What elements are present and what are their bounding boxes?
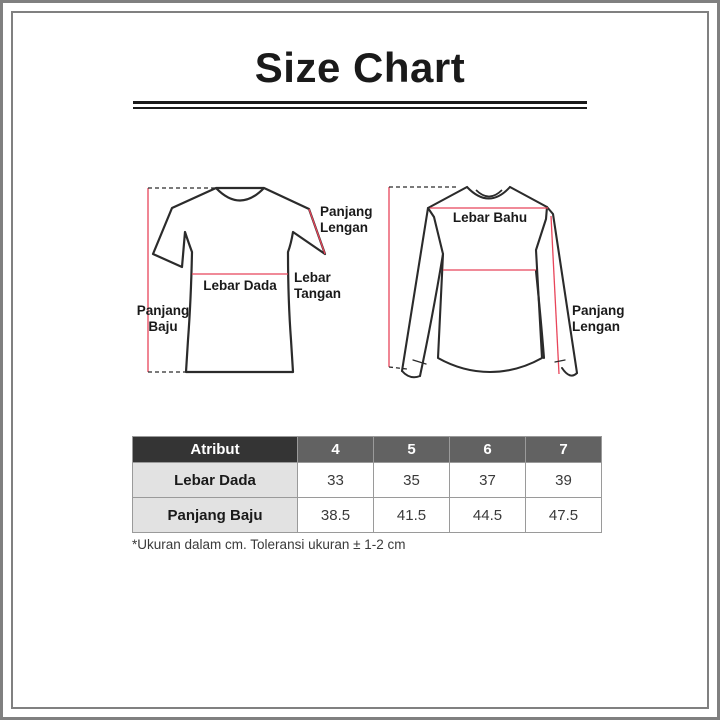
svg-text:Panjang: Panjang [320, 204, 373, 219]
svg-text:Lebar: Lebar [294, 270, 332, 285]
svg-text:Panjang: Panjang [137, 303, 190, 318]
svg-text:Tangan: Tangan [294, 286, 341, 301]
svg-text:Lengan: Lengan [320, 220, 368, 235]
svg-text:Baju: Baju [148, 319, 177, 334]
svg-text:Lengan: Lengan [572, 319, 620, 334]
svg-text:Lebar Dada: Lebar Dada [203, 278, 277, 293]
svg-text:Panjang: Panjang [572, 303, 625, 318]
svg-text:Lebar Bahu: Lebar Bahu [453, 210, 527, 225]
